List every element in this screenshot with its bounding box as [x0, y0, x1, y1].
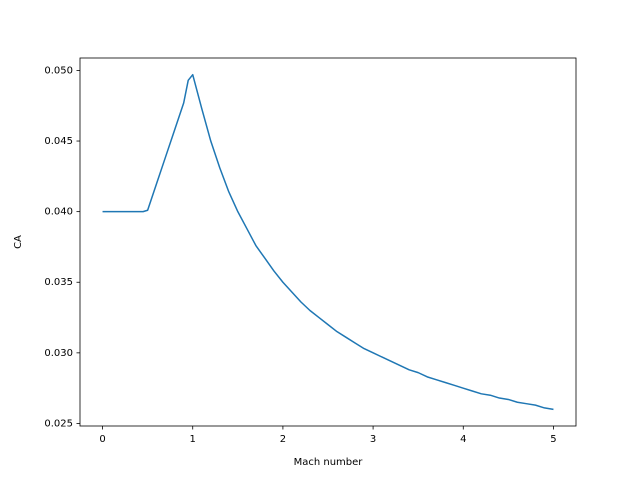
y-tick-label: 0.030	[44, 348, 73, 359]
y-axis-label: CA	[13, 235, 24, 249]
y-tick-label: 0.050	[44, 65, 73, 76]
x-tick-label: 0	[99, 434, 105, 445]
x-tick-label: 1	[190, 434, 196, 445]
x-tick-label: 2	[280, 434, 286, 445]
x-tick-label: 4	[460, 434, 466, 445]
y-tick-label: 0.035	[44, 277, 73, 288]
x-tick-label: 5	[550, 434, 556, 445]
axes-frame	[79, 57, 577, 427]
y-tick-label: 0.040	[44, 207, 73, 218]
y-tick-label: 0.025	[44, 418, 73, 429]
x-axis-label: Mach number	[294, 457, 364, 468]
line-series	[102, 73, 554, 411]
x-tick-label: 3	[370, 434, 376, 445]
y-tick-label: 0.045	[44, 136, 73, 147]
